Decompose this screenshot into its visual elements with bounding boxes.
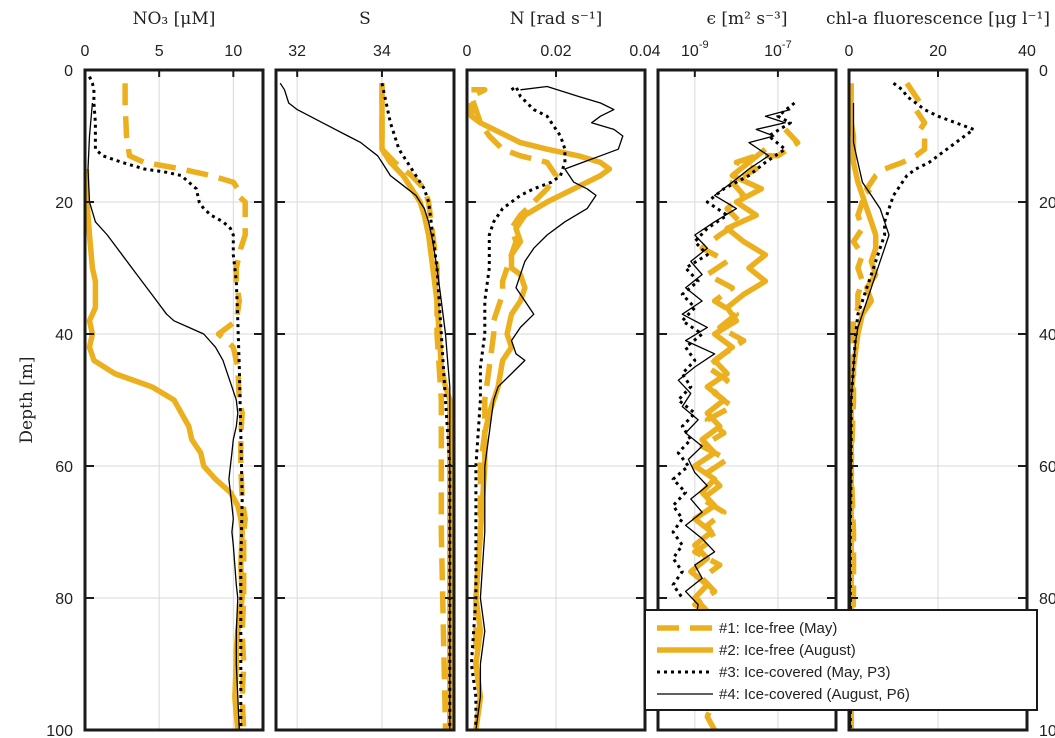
legend-label-s3: #3: Ice-covered (May, P3) (719, 664, 890, 681)
x-tick-label: 0 (81, 43, 90, 60)
x-tick-label: 0.02 (540, 43, 571, 60)
series-line-s4 (849, 103, 890, 730)
x-tick-label: 0 (463, 43, 472, 60)
panel-5: 0 20 40 chl-a fluorescence [μg l⁻¹] 0 20 40 60 8… (826, 9, 1055, 738)
grid (276, 69, 454, 731)
chart-panels: 0 5 10 NO₃ [μM] 0 20 40 60 80 100 32 34S 0 0.02 0.04 N … (46, 9, 1055, 738)
panel-1: 0 5 10 NO₃ [μM] 0 20 40 60 80 100 (46, 9, 265, 738)
panel-title: NO₃ [μM] (133, 9, 216, 29)
series-line-s4 (677, 108, 791, 625)
y-tick-label: 80 (55, 591, 73, 608)
legend-label-s1: #1: Ice-free (May) (719, 620, 837, 637)
series-line-s4 (279, 82, 451, 730)
x-tick-label: 34 (373, 43, 391, 60)
x-tick-label: 0 (845, 43, 854, 60)
y-tick-label: 40 (1039, 327, 1055, 344)
x-tick-label: 40 (1018, 43, 1036, 60)
panel-frame (274, 68, 456, 732)
y-tick-label: 80 (1039, 591, 1055, 608)
panel-frame (656, 68, 838, 732)
series-group (85, 75, 248, 730)
series-line-s2 (688, 147, 769, 627)
series-line-s1 (379, 83, 449, 730)
panel-2: 32 34S (274, 9, 456, 732)
series-line-s4 (87, 102, 240, 730)
panel-title: ϵ [m² s⁻³] (706, 9, 787, 29)
x-tick-label: 20 (929, 43, 947, 60)
x-tick-label: 0.04 (629, 43, 660, 60)
panel-frame (83, 68, 265, 732)
series-line-s3 (88, 75, 244, 730)
panel-title: chl-a fluorescence [μg l⁻¹] (826, 9, 1050, 29)
series-group (279, 82, 453, 730)
y-axis-label: Depth [m] (17, 356, 37, 443)
x-tick-label: 10 (224, 43, 242, 60)
series-line-s4 (475, 85, 624, 730)
legend-label-s4: #4: Ice-covered (August, P6) (719, 686, 910, 703)
y-tick-label: 60 (55, 459, 73, 476)
x-tick-label: 10-9 (681, 39, 709, 60)
x-tick-label: 5 (155, 43, 164, 60)
series-line-s2 (85, 169, 245, 730)
y-tick-label: 60 (1039, 459, 1055, 476)
series-line-s3 (671, 101, 796, 599)
panel-title: S (359, 9, 371, 29)
y-tick-label: 20 (55, 195, 73, 212)
x-tick-label: 32 (288, 43, 306, 60)
panel-3: 0 0.02 0.04 N [rad s⁻¹] (463, 9, 661, 732)
series-line-s3 (469, 85, 567, 730)
panel-title: N [rad s⁻¹] (510, 9, 603, 29)
series-group (468, 85, 624, 730)
y-tick-label: 100 (46, 723, 73, 738)
y-tick-label: 0 (1039, 63, 1048, 80)
legend-label-s2: #2: Ice-free (August) (719, 642, 856, 659)
legend: #1: Ice-free (May) #2: Ice-free (August) #… (644, 609, 1038, 711)
series-group (849, 81, 976, 730)
y-tick-label: 100 (1039, 723, 1055, 738)
x-tick-label: 10-7 (764, 39, 792, 60)
y-tick-label: 20 (1039, 195, 1055, 212)
y-tick-label: 40 (55, 327, 73, 344)
y-tick-label: 0 (64, 63, 73, 80)
